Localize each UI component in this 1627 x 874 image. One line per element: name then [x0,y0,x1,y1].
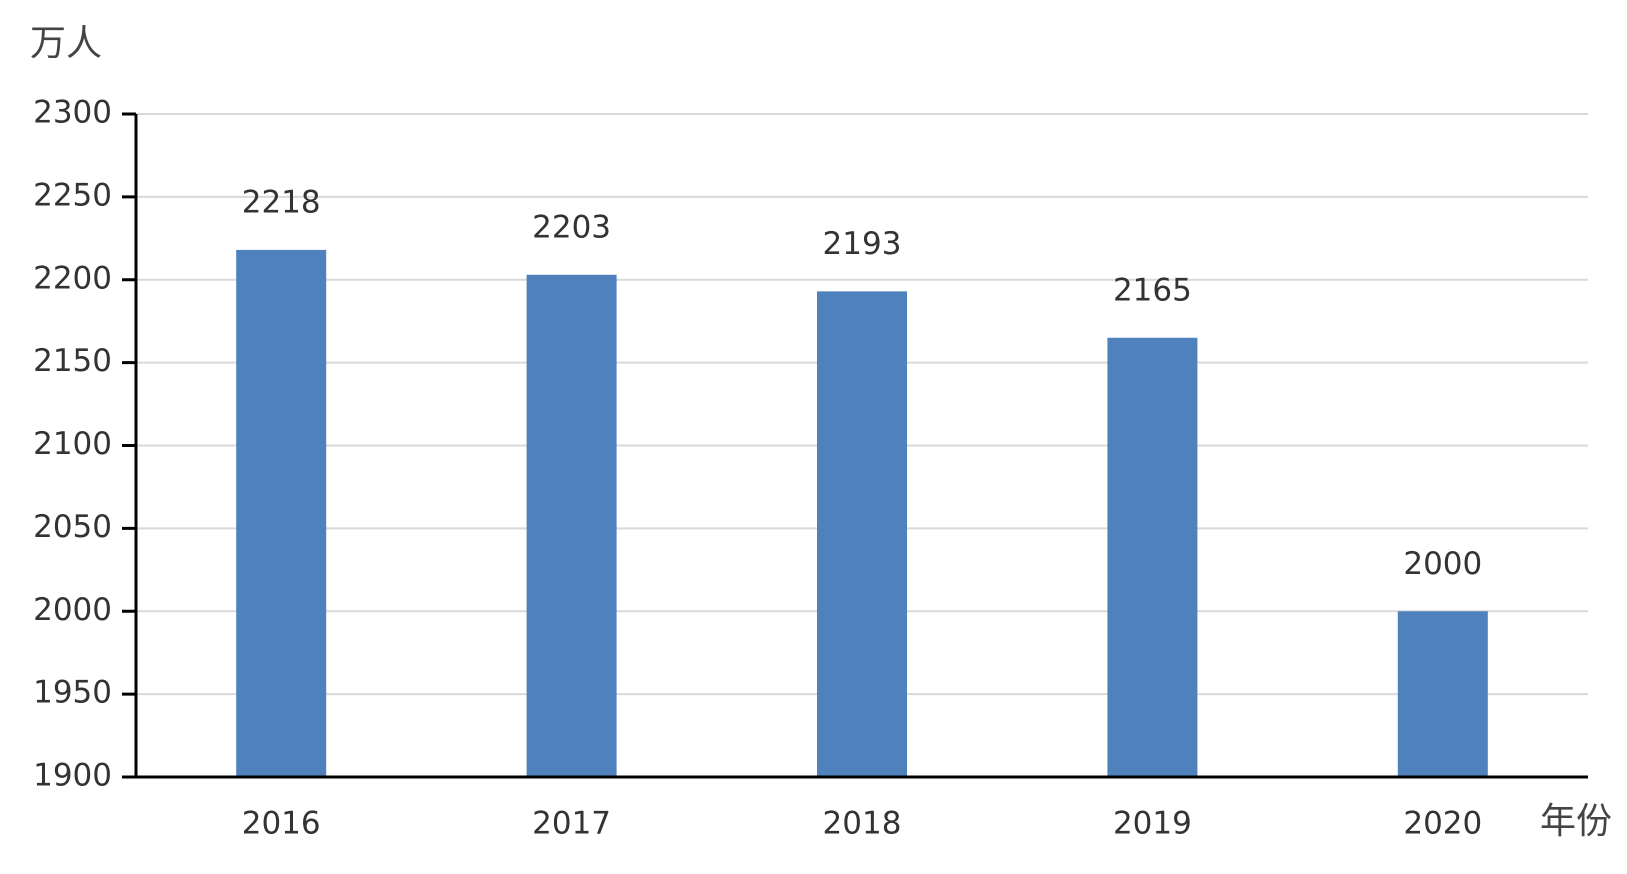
bar [526,274,617,777]
x-axis-title: 年份 [1540,801,1612,842]
data-label: 2000 [1403,546,1482,582]
y-tick-label: 2100 [33,426,112,462]
x-tick-label: 2017 [532,806,611,842]
data-label: 2193 [823,226,902,262]
data-label: 2165 [1113,272,1192,308]
data-label: 2218 [242,184,321,220]
bar [817,291,907,777]
y-tick-label: 2300 [33,95,112,131]
y-tick-label: 2200 [33,260,112,296]
bar [1107,337,1198,777]
bar [1397,611,1488,777]
y-tick-label: 1900 [33,758,112,794]
x-tick-label: 2018 [823,806,902,842]
bar [236,249,327,778]
y-tick-label: 2050 [33,509,112,545]
data-label: 2203 [532,209,611,245]
y-tick-label: 1950 [33,675,112,711]
y-tick-label: 2250 [33,177,112,213]
y-axis-title: 万人 [30,23,102,64]
x-tick-label: 2016 [242,806,321,842]
y-tick-label: 2150 [33,343,112,379]
x-tick-label: 2020 [1403,806,1482,842]
y-tick-label: 2000 [33,592,112,628]
x-tick-label: 2019 [1113,806,1192,842]
